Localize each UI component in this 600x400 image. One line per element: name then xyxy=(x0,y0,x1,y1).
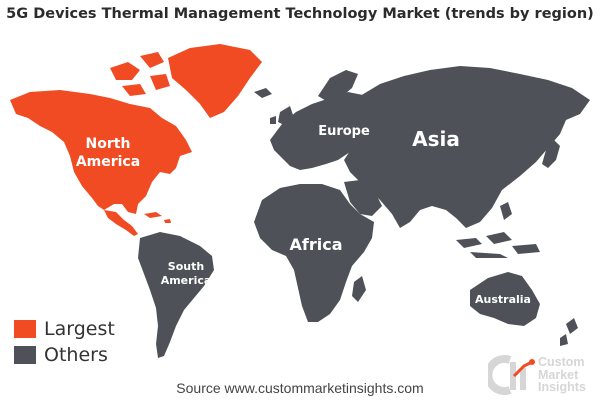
caribbean-shape xyxy=(144,212,171,223)
north-america-label-line1: North xyxy=(86,136,131,152)
japan-shape xyxy=(542,140,560,168)
source-credit: Source www.custommarketinsights.com xyxy=(176,380,424,396)
logo-line-insights: Insights xyxy=(538,380,586,394)
asia-shape xyxy=(344,66,590,228)
philippines-shape xyxy=(500,202,512,220)
cmi-logo-mark xyxy=(488,355,535,395)
north-america-label: North America xyxy=(76,136,140,170)
cmi-logo: Custom Market Insights xyxy=(488,354,600,398)
australia-shape xyxy=(470,272,540,326)
south-america-label-line2: America xyxy=(161,274,212,287)
australia-label: Australia xyxy=(475,293,531,306)
iceland-shape xyxy=(254,88,272,98)
africa-label: Africa xyxy=(290,235,343,254)
legend-label-others: Others xyxy=(44,344,108,366)
legend-label-largest: Largest xyxy=(44,318,115,340)
logo-line-custom: Custom xyxy=(538,355,585,369)
indonesia-shape xyxy=(456,232,540,258)
greenland-shape xyxy=(168,44,262,118)
scandinavia-shape xyxy=(318,70,358,102)
africa-shape xyxy=(254,184,374,322)
arctic-islands-shape xyxy=(110,52,170,96)
arabia-shape xyxy=(344,180,382,216)
new-zealand-shape xyxy=(560,318,578,346)
legend-swatch-others xyxy=(14,346,36,364)
south-america-label: South America xyxy=(161,260,212,287)
legend-swatch-largest xyxy=(14,320,36,338)
central-america-shape xyxy=(104,210,138,236)
logo-line-market: Market xyxy=(538,367,579,382)
south-america-shape xyxy=(138,232,214,358)
asia-label: Asia xyxy=(412,127,460,151)
uk-shape xyxy=(270,106,294,126)
south-america-label-line1: South xyxy=(168,260,204,273)
legend-item-others: Others xyxy=(14,342,115,368)
map-title: 5G Devices Thermal Management Technology… xyxy=(6,6,594,22)
north-america-shape xyxy=(10,90,192,214)
north-america-label-line2: America xyxy=(76,154,140,170)
legend: Largest Others xyxy=(14,316,115,368)
europe-label: Europe xyxy=(318,124,370,139)
cmi-logo-wordmark: Custom Market Insights xyxy=(538,356,586,394)
madagascar-shape xyxy=(352,276,366,302)
legend-item-largest: Largest xyxy=(14,316,115,342)
